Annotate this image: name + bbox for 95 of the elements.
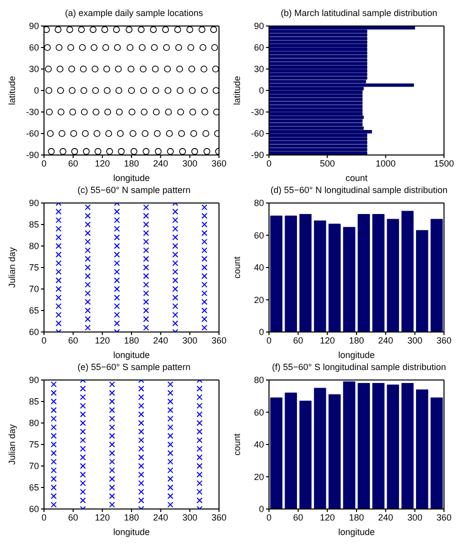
y-tick-label: 60 — [28, 327, 39, 338]
x-axis-title: longitude — [113, 527, 150, 537]
y-tick-label: 80 — [28, 241, 39, 252]
y-tick-label: 60 — [254, 42, 264, 53]
x-tick-label: 360 — [211, 158, 227, 168]
x-tick-label: 60 — [68, 512, 78, 522]
y-tick-label: 90 — [28, 375, 39, 386]
y-tick-label: -30 — [26, 107, 39, 118]
y-tick-label: 65 — [28, 306, 39, 316]
y-tick-label: 20 — [254, 294, 264, 305]
x-tick-label: 360 — [436, 512, 452, 522]
y-axis-title: latitude — [232, 76, 242, 106]
x-tick-label: 120 — [94, 512, 110, 522]
x-tick-label: 180 — [124, 512, 140, 522]
x-tick-label: 180 — [124, 158, 140, 168]
y-tick-label: 60 — [28, 504, 39, 514]
y-tick-label: 80 — [254, 375, 264, 386]
x-axis-title: longitude — [113, 350, 150, 360]
x-tick-label: 180 — [124, 335, 140, 346]
y-axis-title: count — [232, 433, 242, 456]
x-tick-label: 1500 — [434, 158, 454, 168]
x-tick-label: 300 — [182, 335, 198, 346]
x-tick-label: 1000 — [376, 158, 396, 168]
x-tick-label: 60 — [68, 158, 78, 168]
y-tick-label: 90 — [254, 21, 264, 32]
x-tick-label: 0 — [266, 512, 272, 522]
y-axis-title: count — [232, 256, 242, 279]
y-tick-label: 60 — [254, 230, 264, 240]
y-tick-label: 60 — [254, 407, 264, 418]
y-tick-label: 0 — [258, 327, 264, 338]
y-tick-label: 85 — [28, 396, 39, 407]
y-tick-label: 0 — [258, 504, 264, 514]
chart-title: (b) March latitudinal sample distribution — [280, 8, 438, 19]
y-tick-label: 40 — [254, 262, 264, 273]
x-tick-label: 0 — [266, 335, 272, 346]
y-tick-label: 70 — [28, 461, 39, 472]
y-tick-label: -60 — [250, 128, 264, 139]
chart-title: (e) 55−60° S sample pattern — [76, 362, 192, 373]
y-tick-label: 0 — [34, 86, 39, 96]
y-tick-label: 30 — [28, 64, 39, 74]
x-tick-label: 180 — [348, 512, 364, 522]
x-tick-label: 180 — [348, 335, 364, 346]
chart-title: (c) 55−60° N sample pattern — [76, 185, 192, 196]
chart-title: (a) example daily sample locations — [64, 8, 204, 19]
y-tick-label: 30 — [254, 64, 264, 74]
x-tick-label: 240 — [153, 512, 168, 522]
x-tick-label: 300 — [407, 335, 422, 346]
x-tick-label: 240 — [153, 335, 168, 346]
x-axis-title: longitude — [338, 350, 375, 360]
y-tick-label: 80 — [254, 198, 264, 208]
x-tick-label: 300 — [182, 512, 198, 522]
y-tick-label: 90 — [28, 21, 39, 32]
x-tick-label: 240 — [378, 335, 394, 346]
y-tick-label: 90 — [28, 198, 39, 208]
y-tick-label: 65 — [28, 482, 39, 493]
x-axis-title: count — [345, 173, 368, 183]
x-tick-label: 120 — [320, 512, 335, 522]
y-tick-label: 70 — [28, 284, 39, 294]
chart-title: (f) 55−60° S longitudinal sample distribution — [271, 362, 447, 373]
y-tick-label: -30 — [250, 107, 264, 118]
y-tick-label: -90 — [250, 150, 264, 160]
x-axis-title: longitude — [113, 173, 150, 183]
y-tick-label: 60 — [28, 42, 39, 53]
y-tick-label: 0 — [258, 86, 264, 96]
x-tick-label: 120 — [94, 335, 110, 346]
x-tick-label: 0 — [41, 512, 47, 522]
x-tick-label: 360 — [211, 512, 227, 522]
y-tick-label: 75 — [28, 440, 39, 450]
y-tick-label: -60 — [26, 128, 39, 139]
x-tick-label: 0 — [41, 335, 47, 346]
x-tick-label: 60 — [68, 335, 78, 346]
x-tick-label: 0 — [266, 158, 272, 168]
y-axis-title: latitude — [7, 76, 18, 106]
x-tick-label: 240 — [153, 158, 168, 168]
y-tick-label: 20 — [254, 472, 264, 482]
y-tick-label: 40 — [254, 440, 264, 450]
x-tick-label: 60 — [293, 512, 304, 522]
x-tick-label: 120 — [320, 335, 335, 346]
y-tick-label: 75 — [28, 262, 39, 273]
x-tick-label: 360 — [211, 335, 227, 346]
x-tick-label: 300 — [407, 512, 422, 522]
y-axis-title: Julian day — [7, 246, 18, 288]
chart-title: (d) 55−60° N longitudinal sample distribution — [270, 185, 448, 196]
x-tick-label: 60 — [293, 335, 304, 346]
x-tick-label: 360 — [436, 335, 452, 346]
x-tick-label: 300 — [182, 158, 198, 168]
x-tick-label: 500 — [320, 158, 335, 168]
y-tick-label: 80 — [28, 418, 39, 428]
y-tick-label: -90 — [26, 150, 39, 160]
y-axis-title: Julian day — [7, 424, 18, 465]
x-axis-title: longitude — [338, 527, 375, 537]
x-tick-label: 0 — [41, 158, 47, 168]
y-tick-label: 85 — [28, 220, 39, 230]
x-tick-label: 240 — [378, 512, 394, 522]
x-tick-label: 120 — [94, 158, 110, 168]
